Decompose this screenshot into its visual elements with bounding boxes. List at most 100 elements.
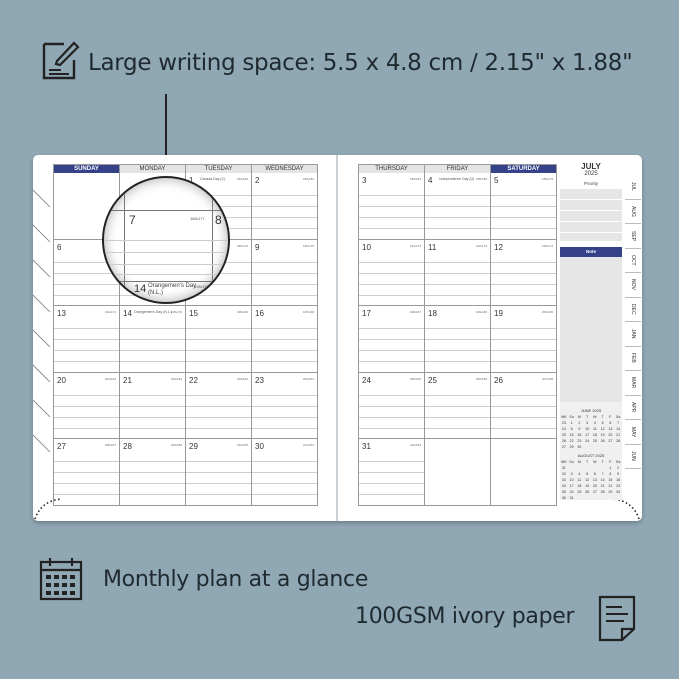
week-number: 31 [561, 466, 566, 470]
day-number: 26 [494, 375, 503, 385]
day-cell[interactable]: 12 193•172 [491, 239, 557, 306]
note-box [560, 257, 622, 402]
day-cell[interactable]: 2 183•182 [252, 173, 318, 240]
day-number: 3 [362, 176, 367, 185]
day-cell[interactable]: 20 201•164 [54, 372, 120, 439]
mini-calendar-head: WK [560, 460, 567, 464]
mini-day: 19 [585, 484, 590, 488]
day-number: 20 [57, 375, 66, 385]
day-cell[interactable]: 11 192•173 [425, 239, 491, 306]
week-number: 33 [561, 478, 566, 482]
month-tab-aug[interactable]: AUG [625, 200, 641, 224]
month-tab-jan[interactable]: JAN [625, 322, 641, 347]
mini-calendar: WK Su M T W T F Sa 23 1 2 3 4 5 6 7 24 8 9 10 11 12 13 14 25 15 16… [560, 415, 622, 449]
mini-calendar-head: T [586, 460, 589, 464]
day-cell[interactable]: 9 190•175 [252, 239, 318, 306]
day-cell[interactable]: 10 191•174 [359, 239, 425, 306]
weekday-header-sunday: SUNDAY [54, 165, 120, 173]
week-number: 34 [561, 484, 566, 488]
binding-dots [34, 498, 640, 520]
month-tab-jul[interactable]: JUL [625, 175, 641, 200]
mini-day: 23 [616, 484, 621, 488]
month-tab-mar[interactable]: MAR [625, 371, 641, 396]
day-cell[interactable]: 30 211•154 [252, 439, 318, 506]
day-cell[interactable]: 29 210•155 [186, 439, 252, 506]
month-tab-jun[interactable]: JUN [625, 445, 641, 469]
week-number: 25 [561, 433, 566, 437]
mini-day: 31 [569, 496, 574, 500]
day-number: 21 [123, 375, 132, 385]
day-of-year: 209•156 [170, 443, 182, 447]
day-cell[interactable] [425, 439, 491, 506]
calendar-icon [39, 558, 83, 601]
day-of-year: 202•163 [170, 376, 182, 381]
day-of-year: 195•170 [170, 310, 182, 314]
month-tab-may[interactable]: MAY [625, 420, 641, 445]
mini-day: 28 [600, 490, 605, 494]
day-cell[interactable]: 23 204•161 [252, 372, 318, 439]
month-tab-sep[interactable]: SEP [625, 224, 641, 249]
mini-day [607, 445, 615, 449]
month-tab-nov[interactable]: NOV [625, 273, 641, 298]
mini-day: 27 [608, 439, 613, 443]
day-cell[interactable]: 14 195•170 Orangemen's Day (N.L.) [120, 306, 186, 373]
day-cell[interactable]: 26 207•158 [491, 372, 557, 439]
mini-day: 25 [577, 490, 582, 494]
day-of-year: 201•164 [104, 376, 116, 381]
day-cell[interactable]: 13 194•171 [54, 306, 120, 373]
week-number: 35 [561, 490, 566, 494]
month-tab-feb[interactable]: FEB [625, 347, 641, 371]
mini-day [583, 445, 591, 449]
mini-calendar-head: Sa [615, 460, 621, 464]
mini-day: 13 [592, 478, 597, 482]
day-number: 14 [123, 309, 132, 318]
day-cell[interactable]: 3 184•181 [359, 173, 425, 240]
day-number: 13 [57, 309, 66, 318]
mini-day: 3 [586, 421, 589, 425]
day-cell[interactable]: 31 212•153 [359, 439, 425, 506]
day-cell[interactable]: 17 198•167 [359, 306, 425, 373]
day-cell[interactable]: 4 185•180 Independence Day (U) [425, 173, 491, 240]
mini-day [614, 445, 622, 449]
day-number: 18 [428, 309, 437, 318]
day-cell[interactable]: 15 196•169 [186, 306, 252, 373]
day-cell[interactable]: 27 208•157 [54, 439, 120, 506]
day-cell[interactable]: 25 206•159 [425, 372, 491, 439]
mini-day: 8 [570, 427, 573, 431]
day-of-year: 208•157 [104, 443, 116, 447]
day-cell[interactable]: 28 209•156 [120, 439, 186, 506]
month-tab-oct[interactable]: OCT [625, 249, 641, 273]
mini-day [576, 466, 584, 470]
day-of-year: 189•176 [236, 243, 248, 248]
day-cell[interactable]: 22 203•162 [186, 372, 252, 439]
mini-day: 12 [600, 427, 605, 431]
mini-day: 26 [585, 490, 590, 494]
day-cell[interactable] [491, 439, 557, 506]
mini-day: 11 [577, 478, 582, 482]
mini-day: 16 [616, 478, 621, 482]
weekday-header-thursday: THURSDAY [359, 165, 425, 173]
headline: Large writing space: 5.5 x 4.8 cm / 2.15… [88, 50, 633, 76]
mini-day [591, 496, 599, 500]
day-of-year: 200•165 [541, 310, 553, 314]
mini-day [599, 445, 607, 449]
magnified-day-of-year: 188•177 [190, 216, 205, 221]
day-cell[interactable]: 21 202•163 [120, 372, 186, 439]
mini-day: 22 [608, 484, 613, 488]
weekday-header-tuesday: TUESDAY [186, 165, 252, 173]
week-number: 27 [561, 445, 566, 449]
mini-day: 29 [569, 445, 574, 449]
mini-day: 2 [578, 421, 581, 425]
day-cell[interactable]: 16 197•168 [252, 306, 318, 373]
month-tab-dec[interactable]: DEC [625, 298, 641, 322]
mini-day [614, 496, 622, 500]
day-cell[interactable]: 19 200•165 [491, 306, 557, 373]
day-cell[interactable]: 5 186•179 [491, 173, 557, 240]
mini-calendar-head: T [601, 415, 604, 419]
mini-calendar-head: WK [560, 415, 567, 419]
day-of-year: 185•180 [475, 177, 487, 181]
mini-day: 30 [577, 445, 582, 449]
day-cell[interactable]: 18 199•166 [425, 306, 491, 373]
month-tab-apr[interactable]: APR [625, 396, 641, 420]
day-cell[interactable]: 24 205•160 [359, 372, 425, 439]
